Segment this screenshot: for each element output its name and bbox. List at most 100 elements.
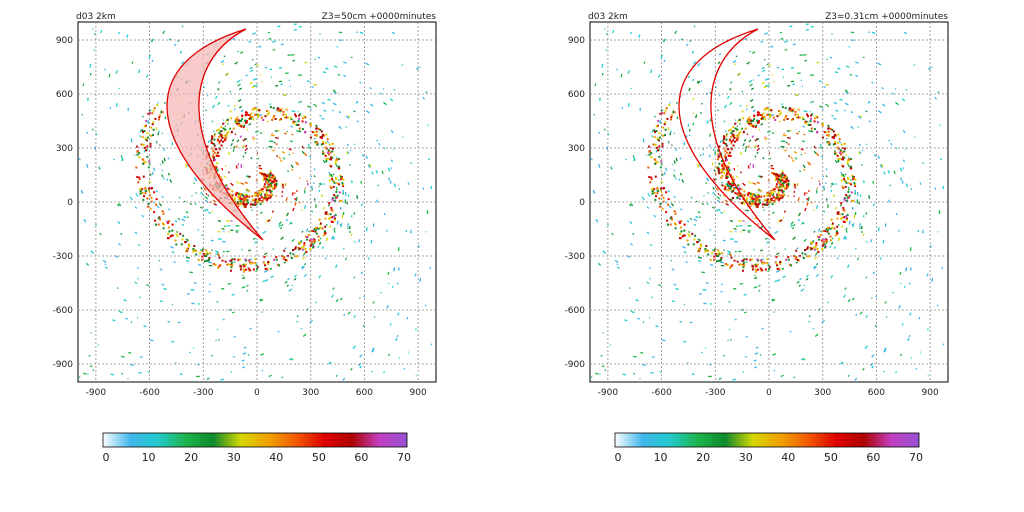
echo-speck [267, 189, 270, 192]
echo-speck [794, 110, 797, 113]
echo-speck [795, 256, 798, 259]
echo-speck [427, 157, 431, 161]
echo-speck [285, 218, 289, 222]
echo-speck [742, 259, 745, 262]
echo-speck [774, 119, 777, 122]
echo-speck [242, 125, 246, 129]
echo-speck [214, 147, 217, 150]
echo-speck [781, 179, 784, 182]
echo-speck [85, 262, 90, 266]
echo-speck [650, 178, 653, 181]
echo-speck [265, 219, 270, 223]
echo-speck [233, 258, 236, 261]
echo-speck [324, 154, 327, 157]
echo-speck [621, 157, 624, 162]
echo-speck [304, 273, 308, 277]
echo-speck [307, 143, 311, 147]
echo-speck [757, 108, 762, 112]
echo-speck [256, 267, 259, 270]
echo-speck [331, 156, 334, 159]
echo-speck [226, 187, 229, 190]
echo-speck [847, 178, 850, 181]
echo-speck [772, 116, 775, 119]
echo-speck [331, 221, 334, 224]
echo-speck [110, 373, 115, 376]
echo-speck [831, 237, 834, 240]
echo-speck [796, 113, 799, 116]
echo-speck [756, 151, 759, 155]
echo-speck [330, 206, 333, 209]
echo-speck [343, 74, 347, 78]
echo-speck [851, 174, 854, 177]
echo-speck [161, 195, 164, 199]
echo-speck [349, 149, 352, 152]
echo-speck [184, 163, 188, 168]
echo-speck [642, 138, 645, 143]
echo-speck [784, 149, 787, 152]
echo-speck [241, 193, 244, 196]
echo-speck [272, 149, 275, 152]
echo-speck [693, 105, 696, 110]
echo-speck [213, 165, 216, 168]
echo-speck [813, 246, 816, 249]
echo-speck [241, 114, 244, 117]
echo-speck [230, 266, 233, 269]
echo-speck [666, 117, 669, 120]
echo-speck [252, 118, 255, 121]
echo-speck [723, 120, 726, 123]
echo-speck [340, 176, 343, 179]
echo-speck [841, 225, 844, 228]
echo-speck [749, 321, 753, 324]
echo-speck [335, 374, 338, 377]
echo-speck [224, 175, 227, 179]
echo-speck [206, 145, 209, 148]
echo-speck [258, 45, 262, 48]
echo-speck [328, 179, 331, 182]
echo-speck [168, 220, 171, 223]
echo-speck [302, 333, 307, 337]
echo-speck [216, 162, 219, 165]
echo-speck [316, 141, 319, 144]
echo-speck [213, 202, 218, 206]
echo-speck [424, 199, 427, 204]
echo-speck [809, 117, 812, 120]
echo-speck [225, 134, 228, 137]
echo-speck [845, 65, 850, 68]
echo-speck [712, 206, 715, 209]
echo-speck [670, 202, 675, 207]
echo-speck [655, 224, 660, 228]
echo-speck [838, 213, 841, 216]
echo-speck [734, 119, 737, 121]
echo-speck [757, 121, 761, 125]
echo-speck [720, 177, 723, 180]
echo-speck [217, 266, 220, 269]
echo-speck [415, 374, 418, 377]
echo-speck [909, 312, 912, 316]
echo-speck [412, 313, 415, 317]
echo-speck [261, 187, 264, 190]
echo-speck [136, 176, 139, 179]
echo-speck [766, 63, 770, 66]
echo-speck [317, 127, 320, 130]
echo-speck [139, 190, 142, 193]
echo-speck [751, 258, 754, 261]
echo-speck [314, 88, 318, 91]
echo-speck [787, 258, 790, 261]
echo-speck [315, 142, 318, 145]
y-tick-label: -300 [53, 252, 74, 262]
echo-speck [237, 99, 242, 103]
echo-speck [729, 198, 733, 201]
echo-speck [900, 122, 904, 126]
echo-speck [229, 193, 232, 196]
echo-speck [140, 143, 143, 146]
echo-speck [781, 174, 784, 177]
echo-speck [843, 197, 846, 200]
echo-speck [235, 145, 238, 148]
echo-speck [908, 282, 911, 285]
echo-speck [268, 37, 272, 40]
echo-speck [250, 157, 253, 160]
echo-speck [712, 186, 715, 190]
echo-speck [754, 268, 757, 271]
echo-speck [803, 168, 806, 172]
echo-speck [842, 156, 845, 159]
